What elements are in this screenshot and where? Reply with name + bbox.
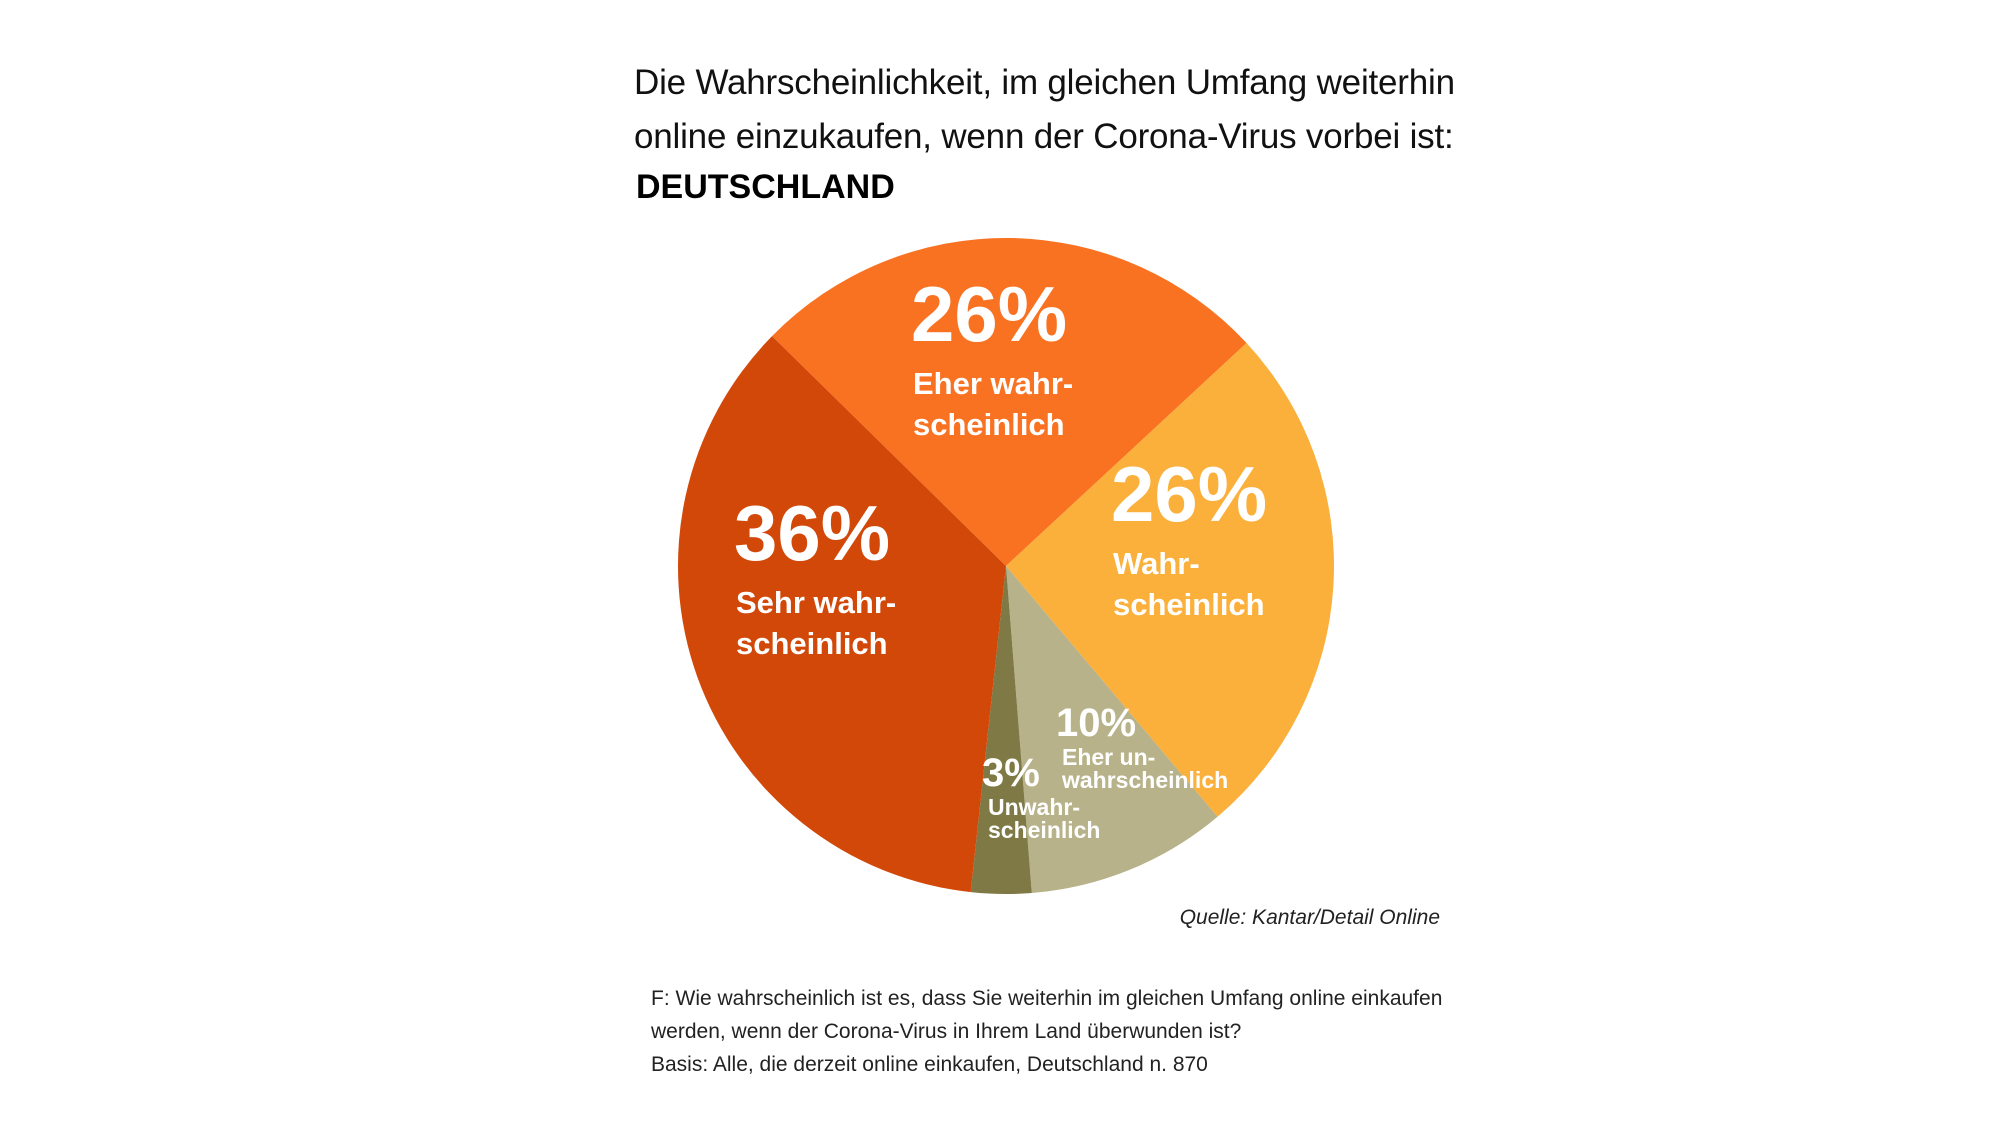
slice-category-label: scheinlich (736, 626, 888, 661)
footnote-line-2: werden, wenn der Corona-Virus in Ihrem L… (651, 1020, 1242, 1043)
slice-value-label: 10% (1056, 701, 1136, 745)
slice-category-label: wahrscheinlich (1061, 767, 1228, 793)
slice-category-label: scheinlich (988, 817, 1100, 843)
slice-category-label: Sehr wahr- (736, 585, 896, 620)
slice-category-label: Unwahr- (988, 794, 1080, 820)
slice-value-label: 26% (1111, 450, 1267, 538)
chart-title-line-1: Die Wahrscheinlichkeit, im gleichen Umfa… (634, 63, 1455, 102)
footnote: F: Wie wahrscheinlich ist es, dass Sie w… (651, 982, 1551, 1081)
slice-category-label: scheinlich (913, 407, 1065, 442)
slice-value-label: 3% (982, 751, 1040, 795)
slice-label-5: 36% Sehr wahr-scheinlich (734, 489, 896, 661)
slice-label-3: 10%Eher un-wahrscheinlich (1056, 701, 1228, 793)
slice-value-label: 36% (734, 489, 890, 577)
slice-category-label: Wahr- (1113, 546, 1200, 581)
slice-category-label: scheinlich (1113, 587, 1265, 622)
pie-slice-1 (772, 237, 1247, 566)
slice-label-1: 26% Eher wahr-scheinlich (911, 270, 1073, 442)
chart-title-line-2: online einzukaufen, wenn der Corona-Viru… (634, 117, 1454, 156)
slice-category-label: Eher wahr- (913, 366, 1073, 401)
pie-slice-2 (1006, 343, 1334, 817)
footnote-line-1: F: Wie wahrscheinlich ist es, dass Sie w… (651, 987, 1443, 1010)
pie-slice-4 (970, 566, 1032, 894)
pie-slice-5 (678, 336, 1006, 893)
slice-value-label: 26% (911, 270, 1067, 358)
chart-title: Die Wahrscheinlichkeit, im gleichen Umfa… (634, 56, 1534, 164)
slice-label-2: 26% Wahr-scheinlich (1111, 450, 1267, 622)
source-note: Quelle: Kantar/Detail Online (1179, 906, 1440, 929)
pie-slice-3 (1006, 566, 1218, 893)
slice-category-label: Eher un- (1062, 744, 1155, 770)
footnote-line-3: Basis: Alle, die derzeit online einkaufe… (651, 1053, 1208, 1076)
slice-label-4: 3%Unwahr-scheinlich (982, 751, 1100, 843)
chart-subtitle: DEUTSCHLAND (636, 168, 895, 206)
